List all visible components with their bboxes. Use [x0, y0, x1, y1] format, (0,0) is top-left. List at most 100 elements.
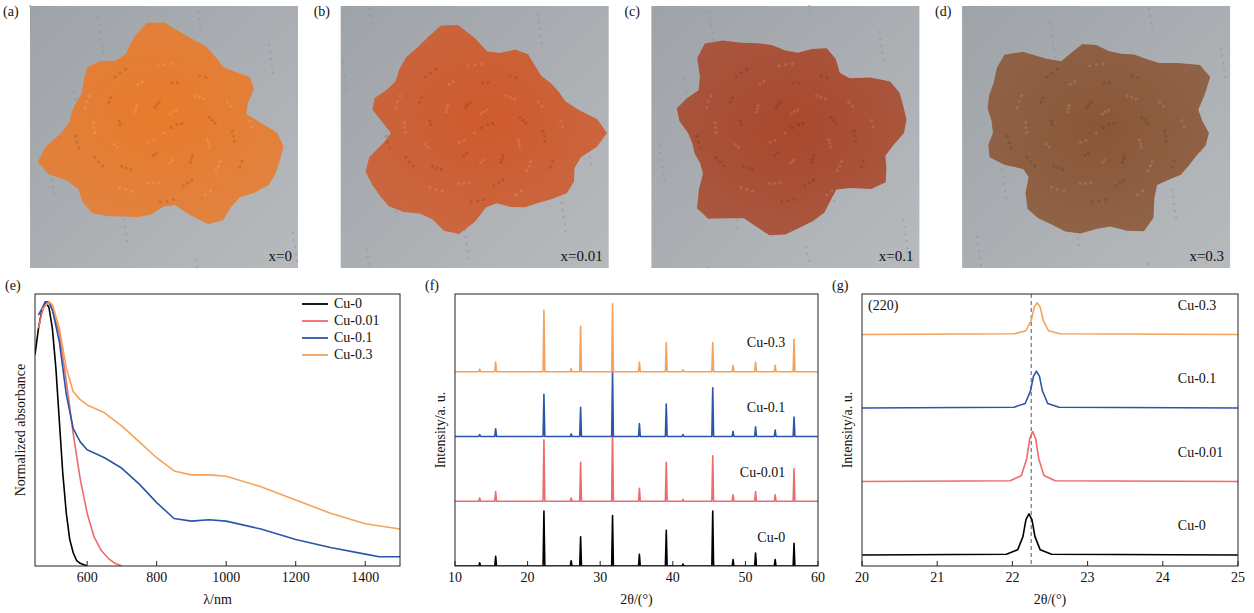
- x-tick: [365, 561, 366, 566]
- powder-grain: [75, 141, 78, 144]
- powder-grain: [135, 104, 138, 107]
- powder-grain: [125, 166, 128, 169]
- plot-area: [35, 302, 400, 566]
- powder-grain: [1041, 96, 1044, 99]
- x-tick: [937, 561, 938, 566]
- paper-speck: [292, 232, 294, 234]
- paper-speck: [590, 163, 592, 165]
- powder-grain: [745, 188, 748, 191]
- powder-grain: [735, 76, 738, 79]
- series-line: [862, 371, 1238, 408]
- powder-grain: [202, 97, 205, 100]
- x-tick: [1162, 561, 1163, 566]
- powder-grain: [501, 179, 504, 182]
- powder-grain: [113, 143, 116, 146]
- powder-grain: [792, 158, 795, 161]
- powder-grain: [147, 141, 150, 144]
- powder-grain: [1164, 134, 1167, 137]
- powder-grain: [186, 181, 189, 184]
- powder-grain: [1146, 122, 1149, 125]
- paper-speck: [98, 24, 100, 26]
- paper-speck: [1149, 15, 1151, 17]
- paper-speck: [881, 52, 883, 54]
- powder-grain: [1139, 142, 1142, 145]
- powder-grain: [1006, 135, 1009, 138]
- powder-grain: [518, 142, 521, 145]
- powder-grain: [778, 64, 781, 67]
- paper-speck: [197, 11, 199, 13]
- powder-grain: [1100, 161, 1103, 164]
- paper-speck: [833, 200, 835, 202]
- powder-grain: [141, 80, 144, 83]
- paper-speck: [369, 8, 371, 10]
- powder-grain: [803, 184, 806, 187]
- powder-grain: [497, 181, 500, 184]
- powder-grain: [758, 83, 761, 86]
- powder-grain: [1052, 165, 1055, 168]
- powder-grain: [388, 147, 391, 150]
- powder-grain: [163, 63, 166, 66]
- powder-grain: [180, 122, 183, 125]
- powder-grain: [479, 161, 482, 164]
- photo-caption: x=0.1: [879, 248, 914, 264]
- powder-grain: [543, 140, 546, 143]
- paper-speck: [1147, 263, 1149, 265]
- paper-speck: [74, 98, 76, 100]
- powder-grain: [1007, 141, 1010, 144]
- series-line: [455, 511, 818, 566]
- powder-grain: [791, 126, 794, 129]
- powder-grain: [124, 68, 127, 71]
- powder-grain: [118, 119, 121, 122]
- paper-speck: [1148, 8, 1150, 10]
- paper-speck: [735, 220, 737, 222]
- powder-grain: [457, 182, 460, 185]
- powder-grain: [1097, 199, 1100, 202]
- powder-grain: [773, 182, 776, 185]
- photo-caption: x=0.01: [560, 248, 602, 264]
- paper-speck: [662, 173, 664, 175]
- powder-grain: [92, 126, 95, 129]
- powder-grain: [240, 160, 243, 163]
- powder-grain: [158, 100, 161, 103]
- series-label: Cu-0.01: [740, 465, 786, 480]
- powder-grain: [418, 101, 421, 104]
- powder-grain: [499, 161, 502, 164]
- powder-grain: [836, 169, 839, 172]
- powder-grain: [755, 110, 758, 113]
- x-tick: [295, 561, 296, 566]
- powder-grain: [1165, 140, 1168, 143]
- powder-grain: [851, 105, 854, 108]
- paper-speck: [272, 72, 274, 74]
- powder-grain: [468, 100, 471, 103]
- powder-grain: [214, 122, 217, 125]
- powder-grain: [113, 76, 116, 79]
- powder-grain: [1182, 125, 1185, 128]
- powder-grain: [204, 193, 207, 196]
- powder-grain: [536, 101, 539, 104]
- powder-grain: [501, 154, 504, 157]
- powder-grain: [762, 80, 765, 83]
- powder-grain: [172, 198, 175, 201]
- series-line: [38, 302, 121, 566]
- powder-grain: [751, 168, 754, 171]
- powder-grain: [1122, 179, 1125, 182]
- legend-swatch: [302, 354, 328, 356]
- powder-grain: [458, 141, 461, 144]
- powder-grain: [155, 152, 158, 155]
- paper-speck: [1221, 55, 1223, 57]
- powder-grain: [740, 72, 743, 75]
- powder-grain: [1016, 106, 1019, 109]
- powder-grain: [1051, 123, 1054, 126]
- powder-grain: [854, 140, 857, 143]
- paper-speck: [903, 226, 905, 228]
- paper-speck: [878, 31, 880, 33]
- powder-grain: [737, 146, 740, 149]
- paper-speck: [564, 223, 566, 225]
- photo-background: [962, 6, 1230, 268]
- powder-grain: [739, 186, 742, 189]
- powder-grain: [518, 116, 521, 119]
- paper-speck: [53, 193, 55, 195]
- panel-letter: (f): [425, 278, 439, 294]
- paper-speck: [806, 253, 808, 255]
- powder-grain: [509, 74, 512, 77]
